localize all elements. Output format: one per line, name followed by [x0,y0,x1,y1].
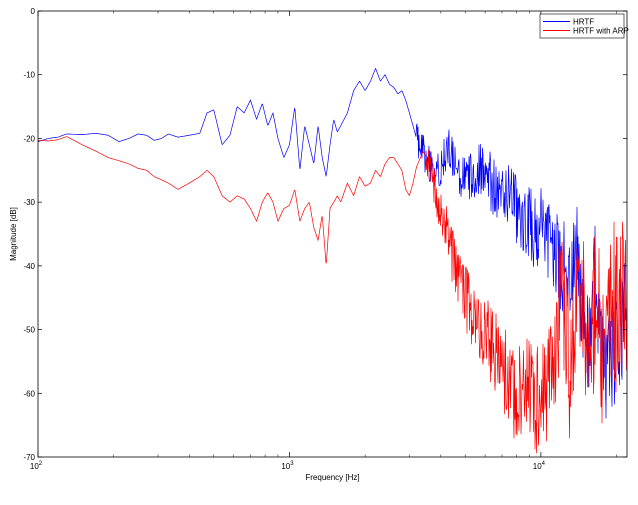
y-axis-label: Magnitude [dB] [9,207,18,261]
legend-label: HRTF [573,18,594,27]
x-axis-label: Frequency [Hz] [305,473,359,482]
legend-box [539,13,625,39]
y-tick-label: -50 [23,326,35,335]
y-tick-label: 0 [31,7,36,16]
x-tick-label: 104 [533,461,546,471]
x-tick-label: 102 [30,461,43,471]
plot-frame [37,10,628,458]
legend-label: HRTF with ARP [573,27,629,36]
x-tick-label: 103 [281,461,294,471]
y-tick-label: -70 [23,453,35,462]
y-tick-label: -10 [23,71,35,80]
y-tick-label: -30 [23,198,35,207]
y-tick-label: -40 [23,262,35,271]
series-line-1 [38,136,627,454]
y-tick-label: -60 [23,389,35,398]
y-tick-label: -20 [23,134,35,143]
series-layer [38,67,627,454]
series-line-0 [38,67,627,419]
